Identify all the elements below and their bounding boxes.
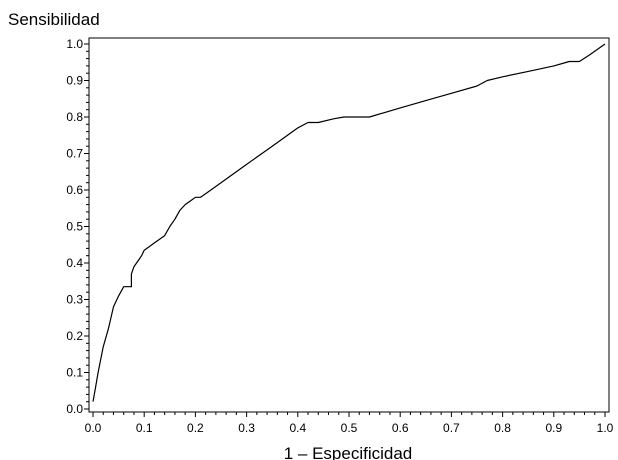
- y-tick-label: 0.1: [66, 366, 83, 380]
- x-tick-label: 0.7: [443, 421, 460, 435]
- x-tick-label: 0.6: [392, 421, 409, 435]
- y-tick-label: 0.4: [66, 256, 83, 270]
- y-tick-label: 0.2: [66, 329, 83, 343]
- plot-frame: [88, 37, 610, 413]
- x-tick-label: 0.1: [136, 421, 153, 435]
- roc-curve: [92, 43, 606, 402]
- x-axis-title: 1 – Especificidad: [284, 444, 413, 460]
- y-tick-label: 0.6: [66, 183, 83, 197]
- x-tick-label: 0.4: [289, 421, 306, 435]
- y-tick-label: 0.3: [66, 293, 83, 307]
- x-tick-label: 0.5: [341, 421, 358, 435]
- x-tick-label: 0.8: [494, 421, 511, 435]
- y-axis-title: Sensibilidad: [8, 10, 100, 29]
- y-tick-label: 0.0: [66, 402, 83, 416]
- series-layer: [92, 43, 606, 402]
- x-axis: 0.0 0.1 0.2 0.3 0.4 0.5 0.6 0.7 0.8 0.9 1.0: [85, 412, 614, 435]
- y-axis: 0.0 0.1 0.2 0.3 0.4 0.5 0.6 0.7 0.8 0.9 1.0: [66, 37, 89, 416]
- x-tick-label: 0.3: [238, 421, 255, 435]
- y-tick-label: 0.7: [66, 147, 83, 161]
- x-tick-label: 0.2: [187, 421, 204, 435]
- y-tick-label: 1.0: [66, 37, 83, 51]
- y-tick-label: 0.9: [66, 74, 83, 88]
- y-tick-label: 0.5: [66, 220, 83, 234]
- y-tick-label: 0.8: [66, 110, 83, 124]
- x-tick-label: 0.0: [85, 421, 102, 435]
- x-tick-label: 1.0: [597, 421, 614, 435]
- x-tick-label: 0.9: [545, 421, 562, 435]
